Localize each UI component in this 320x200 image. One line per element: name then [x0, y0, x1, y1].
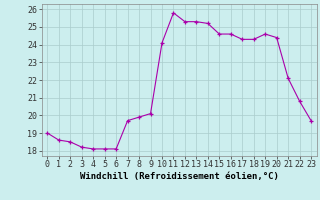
X-axis label: Windchill (Refroidissement éolien,°C): Windchill (Refroidissement éolien,°C)	[80, 172, 279, 181]
